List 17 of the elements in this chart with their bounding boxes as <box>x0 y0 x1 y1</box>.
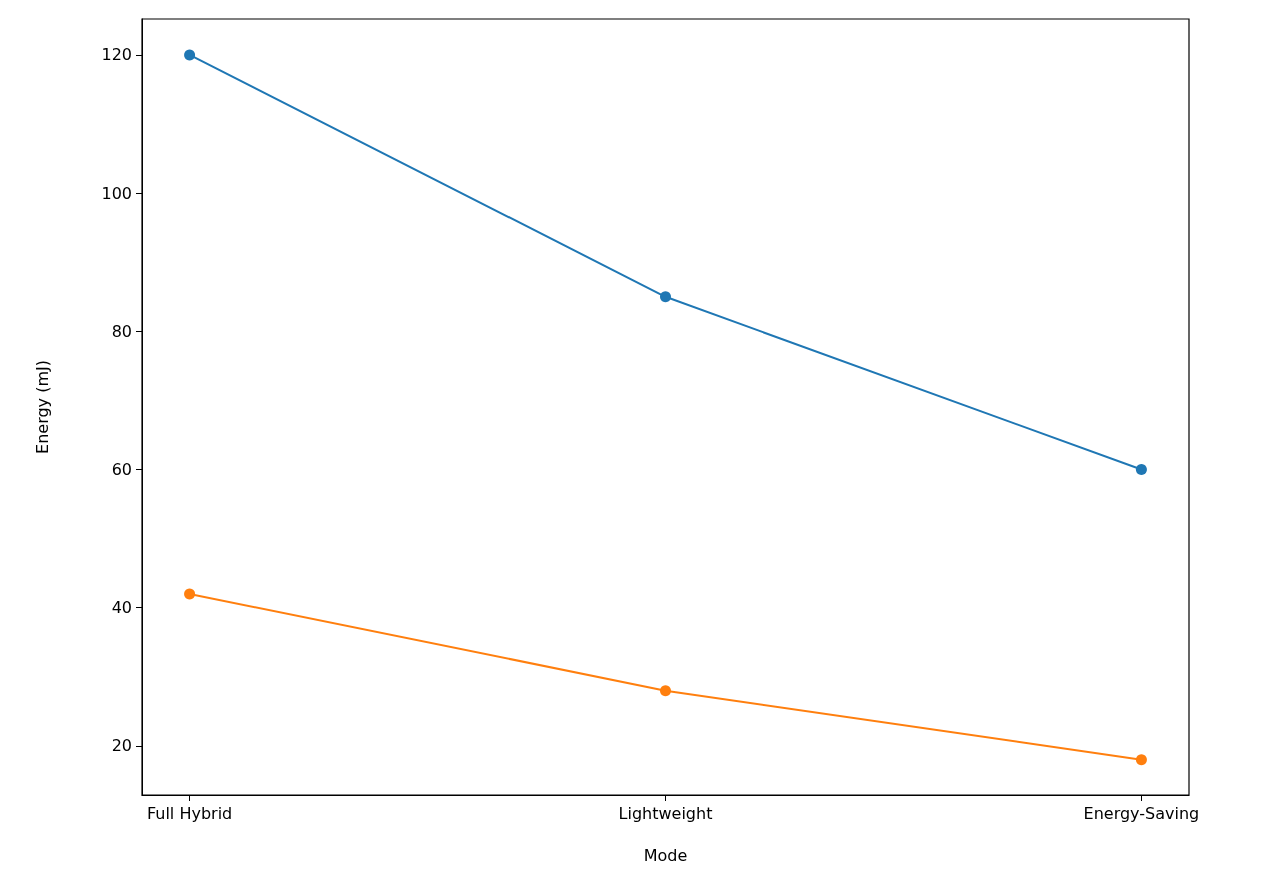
x-tick-label: Energy-Saving <box>1083 803 1200 823</box>
x-tick-label: Full Hybrid <box>146 803 233 823</box>
y-tick-label: 40 <box>111 598 132 618</box>
point <box>660 685 671 697</box>
point <box>660 291 671 303</box>
point <box>1135 754 1147 766</box>
point <box>1135 464 1147 476</box>
x-axis-title: Mode <box>643 845 688 865</box>
y-tick-label: 120 <box>101 45 132 65</box>
y-tick-label: 20 <box>111 736 132 756</box>
y-tick-label: 60 <box>111 460 132 480</box>
point <box>184 49 196 61</box>
point <box>184 588 196 600</box>
y-tick-label: 80 <box>111 321 132 341</box>
y-axis-title: Energy (mJ) <box>32 360 52 454</box>
x-tick-label: Lightweight <box>618 803 713 823</box>
y-tick-label: 100 <box>101 183 132 203</box>
